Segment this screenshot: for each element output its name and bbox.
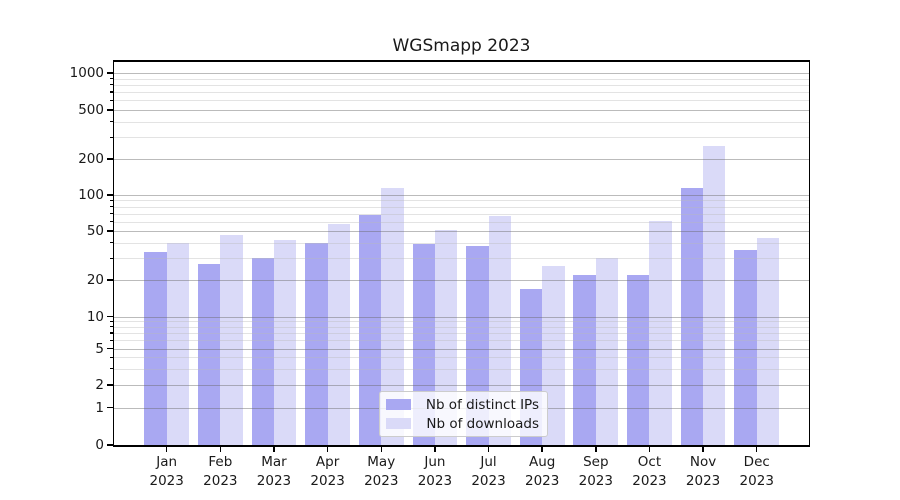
legend-swatch-distinct-ips (386, 399, 411, 410)
bar-nb-of-distinct-ips-jan-2023 (144, 251, 167, 445)
y-tick-label: 50 (86, 223, 104, 239)
x-tick-label-aug-2023: Aug 2023 (524, 454, 560, 489)
plot-area (114, 61, 809, 445)
x-tick-mark (434, 446, 436, 452)
x-tick-label-oct-2023: Oct 2023 (632, 454, 667, 489)
x-tick-mark (487, 446, 490, 452)
y-tick-label: 1000 (69, 65, 104, 81)
y-tick-label: 10 (86, 308, 104, 325)
legend-label-distinct-ips: Nb of distinct IPs (425, 396, 539, 413)
bar-nb-of-distinct-ips-oct-2023 (627, 274, 650, 445)
x-tick-label-mar-2023: Mar 2023 (256, 454, 292, 489)
y-tick-mark (107, 72, 113, 74)
legend-entry-distinct-ips: Nb of distinct IPs (386, 397, 539, 413)
y-minor-tick-mark (109, 368, 113, 370)
x-tick-label-nov-2023: Nov 2023 (685, 454, 721, 489)
x-tick-label-jan-2023: Jan 2023 (149, 454, 184, 489)
x-tick-label-apr-2023: Apr 2023 (310, 454, 345, 489)
y-minor-tick-mark (109, 121, 113, 123)
bar-nb-of-downloads-apr-2023 (327, 224, 350, 445)
y-minor-tick-mark (109, 356, 113, 358)
y-minor-tick-mark (109, 99, 113, 101)
x-tick-label-jul-2023: Jul 2023 (471, 454, 506, 489)
y-tick-mark (107, 109, 113, 111)
bar-nb-of-downloads-dec-2023 (756, 237, 780, 445)
bar-nb-of-distinct-ips-sep-2023 (573, 274, 596, 445)
y-tick-mark (107, 279, 113, 281)
x-tick-mark (702, 446, 704, 452)
y-tick-mark (107, 384, 113, 386)
spine-bottom (112, 445, 810, 447)
bar-nb-of-downloads-nov-2023 (703, 146, 726, 445)
y-minor-tick-mark (109, 326, 113, 328)
y-tick-label: 100 (78, 187, 104, 203)
y-tick-label: 200 (78, 151, 104, 167)
bar-nb-of-distinct-ips-may-2023 (358, 215, 382, 445)
spine-left (112, 60, 114, 447)
y-minor-tick-mark (109, 242, 113, 244)
x-tick-label-jun-2023: Jun 2023 (417, 454, 453, 489)
y-minor-tick-mark (109, 206, 113, 208)
x-tick-mark (541, 446, 543, 452)
y-minor-tick-mark (109, 136, 113, 138)
y-minor-tick-mark (109, 199, 113, 202)
legend-label-downloads: Nb of downloads (426, 415, 539, 432)
bar-nb-of-distinct-ips-apr-2023 (305, 242, 328, 445)
bars-layer (114, 61, 809, 445)
y-minor-tick-mark (109, 332, 113, 334)
bar-nb-of-downloads-mar-2023 (273, 240, 297, 445)
x-tick-mark (648, 446, 651, 452)
y-minor-tick-mark (109, 320, 113, 322)
x-tick-label-may-2023: May 2023 (364, 454, 399, 489)
y-tick-mark (107, 347, 113, 350)
spine-top (112, 60, 810, 62)
y-tick-label: 20 (86, 272, 104, 288)
y-minor-tick-mark (109, 212, 113, 215)
x-tick-mark (165, 446, 168, 452)
x-tick-label-sep-2023: Sep 2023 (578, 454, 613, 489)
y-minor-tick-mark (109, 339, 113, 341)
y-tick-mark (107, 194, 113, 196)
chart-title: WGSmapp 2023 (392, 36, 531, 56)
y-tick-mark (107, 158, 113, 160)
y-tick-mark (107, 444, 113, 446)
y-minor-tick-mark (109, 220, 113, 223)
x-tick-mark (755, 446, 758, 452)
y-minor-tick-mark (109, 84, 113, 86)
bar-nb-of-downloads-oct-2023 (649, 220, 672, 445)
spine-right (808, 60, 810, 447)
legend: Nb of distinct IPs Nb of downloads (379, 391, 548, 437)
y-tick-label: 1 (95, 399, 104, 416)
x-tick-label-feb-2023: Feb 2023 (203, 454, 238, 489)
y-tick-label: 500 (78, 102, 104, 118)
x-tick-mark (595, 446, 597, 452)
bar-nb-of-distinct-ips-nov-2023 (680, 187, 704, 445)
y-tick-label: 5 (95, 340, 104, 357)
y-tick-label: 0 (95, 437, 104, 453)
legend-swatch-downloads (386, 418, 411, 429)
y-minor-tick-mark (109, 91, 113, 93)
y-tick-mark (107, 315, 113, 318)
x-tick-mark (380, 446, 382, 452)
bar-nb-of-downloads-may-2023 (381, 187, 404, 445)
bar-nb-of-downloads-sep-2023 (595, 258, 619, 445)
bar-nb-of-distinct-ips-dec-2023 (734, 250, 757, 445)
bar-nb-of-downloads-jan-2023 (166, 242, 190, 445)
bar-nb-of-downloads-jul-2023 (488, 215, 511, 445)
bar-nb-of-downloads-feb-2023 (220, 235, 243, 445)
y-minor-tick-mark (109, 257, 113, 259)
y-tick-mark (107, 406, 113, 409)
x-tick-mark (326, 446, 329, 452)
y-minor-tick-mark (109, 78, 113, 80)
legend-entry-downloads: Nb of downloads (386, 416, 539, 432)
y-tick-mark (107, 230, 113, 232)
x-tick-mark (219, 446, 222, 452)
y-tick-label: 2 (95, 377, 104, 393)
bar-nb-of-distinct-ips-feb-2023 (197, 263, 221, 445)
x-tick-mark (273, 446, 275, 452)
x-tick-label-dec-2023: Dec 2023 (739, 454, 774, 489)
bar-nb-of-distinct-ips-mar-2023 (251, 258, 274, 445)
